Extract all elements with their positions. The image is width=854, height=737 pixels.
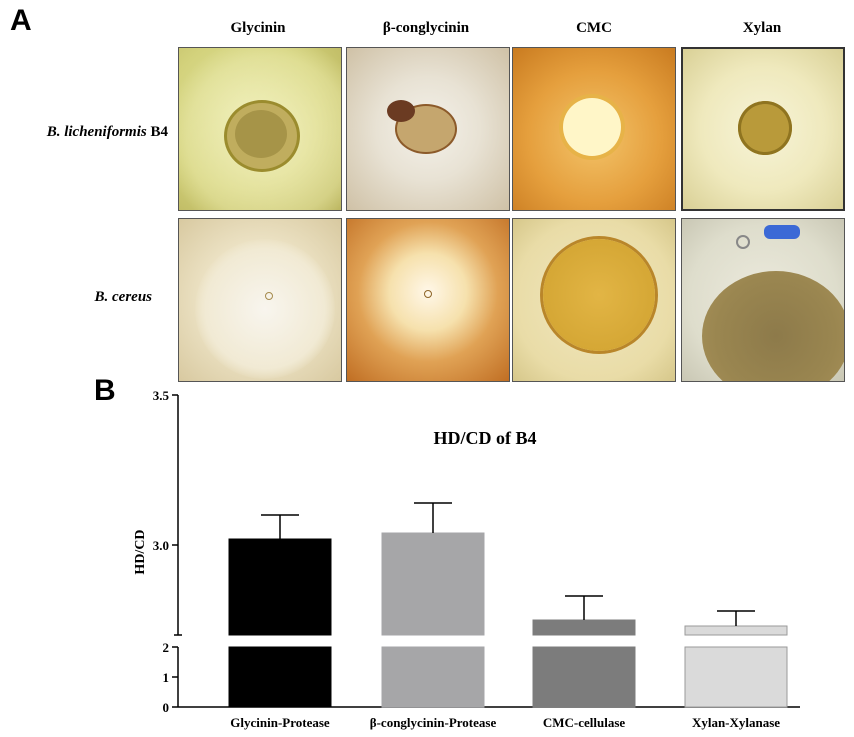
bar-upper-2 <box>532 619 636 636</box>
panel-a-letter: A <box>10 4 32 37</box>
panel-b-letter: B <box>94 374 116 407</box>
bar-upper-0 <box>228 538 332 636</box>
bar-upper-1 <box>381 532 485 636</box>
x-tick-label-1: β-conglycinin-Protease <box>370 715 497 730</box>
y-tick-label-3: 3.0 <box>153 538 169 553</box>
plate-bcereus-glycinin <box>178 218 342 382</box>
bar-lower-2 <box>532 646 636 708</box>
column-label-glycinin: Glycinin <box>230 20 286 36</box>
row-strain: B4 <box>150 124 168 140</box>
chart-title: HD/CD of B4 <box>434 428 537 448</box>
x-tick-label-0: Glycinin-Protease <box>230 715 330 730</box>
plate-bcereus-xylan <box>681 218 845 382</box>
plate-bcereus-cmc <box>512 218 676 382</box>
plate-b4-cmc <box>512 47 676 211</box>
column-label-beta-conglycinin: β-conglycinin <box>382 20 470 36</box>
y-tick-label-2: 2 <box>163 640 170 655</box>
row-species: B. licheniformis <box>46 124 147 140</box>
plate-b4-beta-conglycinin <box>346 47 510 211</box>
plate-bcereus-beta-conglycinin <box>346 218 510 382</box>
plate-b4-glycinin <box>178 47 342 211</box>
y-tick-label-4: 3.5 <box>153 388 170 403</box>
bar-series <box>228 502 788 708</box>
plate-b4-xylan <box>681 47 845 211</box>
tick-labels: 0 1 2 3.0 3.5 Glycinin-Protease β-conglycinin-… <box>153 388 781 730</box>
row-species: B. cereus <box>94 289 153 305</box>
bar-lower-1 <box>381 646 485 708</box>
bar-upper-3 <box>684 625 788 636</box>
x-tick-label-2: CMC-cellulase <box>543 715 626 730</box>
bar-lower-0 <box>228 646 332 708</box>
y-tick-label-0: 0 <box>163 700 170 715</box>
bar-lower-3 <box>684 646 788 708</box>
column-label-cmc: CMC <box>576 20 612 36</box>
y-tick-label-1: 1 <box>163 670 170 685</box>
row-label-b-licheniformis: B. licheniformis B4 <box>0 124 168 141</box>
column-label-xylan: Xylan <box>742 20 782 36</box>
x-tick-label-3: Xylan-Xylanase <box>692 715 780 730</box>
y-axis-label: HD/CD <box>133 529 148 574</box>
row-label-b-cereus: B. cereus <box>0 289 153 306</box>
